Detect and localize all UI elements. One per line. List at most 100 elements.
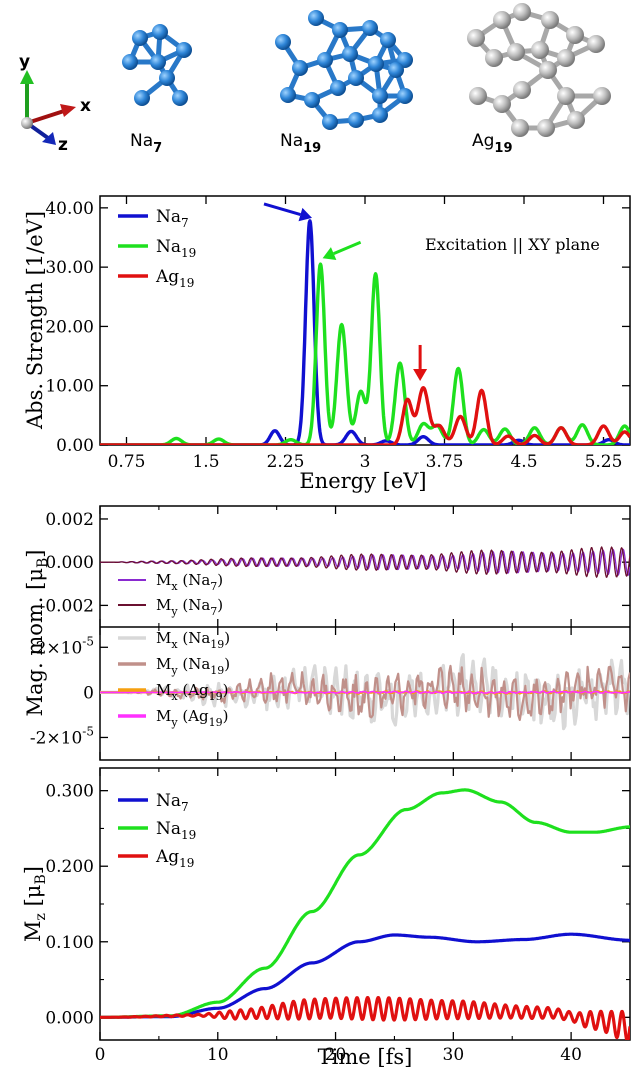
legend-label: Mx (Ag19) xyxy=(156,681,229,703)
arrow-head xyxy=(298,207,312,222)
atom xyxy=(587,35,605,53)
legend-label: Mx (Na19) xyxy=(156,629,230,651)
y-tick-label: 40.00 xyxy=(45,199,94,219)
magmom-na7-legend: Mx (Na7) My (Na7) xyxy=(118,571,223,618)
x-tick-label: 3.75 xyxy=(426,452,464,472)
atom xyxy=(368,56,384,72)
atom xyxy=(159,70,175,86)
legend-label: Na19 xyxy=(156,819,196,842)
atom xyxy=(292,60,308,76)
ag19-cluster-image xyxy=(467,3,611,137)
magmom-ylabel: Mag. mom. [μB] xyxy=(23,550,51,717)
atom xyxy=(467,29,485,47)
y-tick-label: 10.00 xyxy=(45,377,94,397)
atom xyxy=(348,70,364,86)
spectrum-panel: 0.75 1.5 2.25 3 3.75 4.5 5.25 0.00 10.00 20.00 30.… xyxy=(23,195,631,493)
atom xyxy=(513,81,531,99)
x-tick-label: 30 xyxy=(443,1045,465,1065)
legend-label: Na7 xyxy=(156,791,189,814)
atom xyxy=(539,61,557,79)
atom xyxy=(372,88,388,104)
y-tick-label: 2×10-5 xyxy=(36,634,94,658)
atom xyxy=(304,92,320,108)
series-line-na19 xyxy=(100,262,630,445)
spectrum-annotation: Excitation || XY plane xyxy=(425,235,600,254)
y-tick-label: 20.00 xyxy=(45,317,94,337)
x-tick-label: 4.5 xyxy=(510,452,537,472)
atom xyxy=(150,54,166,70)
atom xyxy=(134,90,150,106)
x-tick-label: 2.25 xyxy=(267,452,305,472)
legend-label: My (Na7) xyxy=(156,596,223,618)
atom xyxy=(275,34,291,50)
magmom-19-lines xyxy=(100,653,630,731)
atom xyxy=(593,87,611,105)
spectrum-ylabel: Abs. Strength [1/eV] xyxy=(23,211,47,430)
spectrum-arrows xyxy=(263,202,428,381)
x-tick-label: 3 xyxy=(360,452,371,472)
spectrum-lines xyxy=(100,219,630,445)
series-line-mx xyxy=(100,548,630,577)
y-tick-label: 0.200 xyxy=(45,857,94,877)
magmom-panels: -0.002 0.000 0.002 Mx (Na7) My (Na7) -2×10-… xyxy=(23,505,631,761)
x-tick-label: 0.75 xyxy=(108,452,146,472)
arrow-head xyxy=(322,247,337,261)
cluster-label-ag19: Ag19 xyxy=(472,131,513,156)
axes-triad: y x z xyxy=(19,52,91,155)
legend-label: Na7 xyxy=(156,207,189,230)
spectrum-ticks: 0.75 1.5 2.25 3 3.75 4.5 5.25 0.00 10.00 20.00 30.… xyxy=(45,196,630,472)
atom xyxy=(308,10,324,26)
atom xyxy=(362,20,378,36)
x-tick-label: 20 xyxy=(325,1045,347,1065)
atom xyxy=(132,30,148,46)
atom xyxy=(317,52,333,68)
atom xyxy=(172,90,188,106)
spectrum-legend: Na7 Na19 Ag19 xyxy=(118,207,196,290)
atom xyxy=(122,54,138,70)
series-line-ag19 xyxy=(100,996,630,1040)
series-line-my-3 xyxy=(100,690,630,695)
atom xyxy=(507,43,525,61)
atom xyxy=(537,119,555,137)
legend-label: Mx (Na7) xyxy=(156,571,223,593)
magmom-na7-lines xyxy=(100,546,630,579)
mz-lines xyxy=(100,788,630,1040)
cluster-label-na7: Na7 xyxy=(130,131,162,156)
series-line-ag19 xyxy=(100,386,630,445)
y-tick-label: 0.000 xyxy=(45,553,94,573)
legend-label: Ag19 xyxy=(155,847,194,870)
atom xyxy=(322,114,338,130)
atom xyxy=(330,80,346,96)
magmom-19-legend: Mx (Na19) My (Na19) Mx (Ag19) My (Ag19) xyxy=(118,629,230,729)
y-tick-label: 0.002 xyxy=(45,510,94,530)
legend-label: Ag19 xyxy=(155,267,194,290)
legend-label: Na19 xyxy=(156,237,196,260)
y-tick-label: 0.300 xyxy=(45,782,94,802)
axis-z-label: z xyxy=(58,135,68,155)
atom xyxy=(469,87,487,105)
y-tick-label: 0 xyxy=(83,683,94,703)
axis-y-label: y xyxy=(19,52,30,72)
y-tick-label: -2×10-5 xyxy=(30,724,94,748)
mz-panel: 0 10 20 30 40 0.000 0.100 0.200 0.300 Na7 Na19 Ag1… xyxy=(21,767,631,1069)
y-tick-label: -0.002 xyxy=(40,596,94,616)
atom xyxy=(348,112,364,128)
x-tick-label: 10 xyxy=(207,1045,229,1065)
atom xyxy=(332,22,348,38)
atom xyxy=(531,41,549,59)
atom xyxy=(541,11,559,29)
atom xyxy=(493,95,511,113)
spectrum-xlabel: Energy [eV] xyxy=(299,469,426,493)
atom xyxy=(342,46,358,62)
atom xyxy=(557,87,575,105)
arrow-head xyxy=(413,368,428,381)
arrow-shaft xyxy=(333,240,362,255)
x-tick-label: 40 xyxy=(560,1045,582,1065)
y-tick-label: 0.00 xyxy=(56,436,94,456)
axis-x-label: x xyxy=(80,96,91,116)
legend-label: My (Ag19) xyxy=(156,707,229,729)
atom xyxy=(397,88,413,104)
arrow-shaft xyxy=(263,202,301,217)
mz-ticks: 0 10 20 30 40 0.000 0.100 0.200 0.300 xyxy=(45,768,630,1065)
